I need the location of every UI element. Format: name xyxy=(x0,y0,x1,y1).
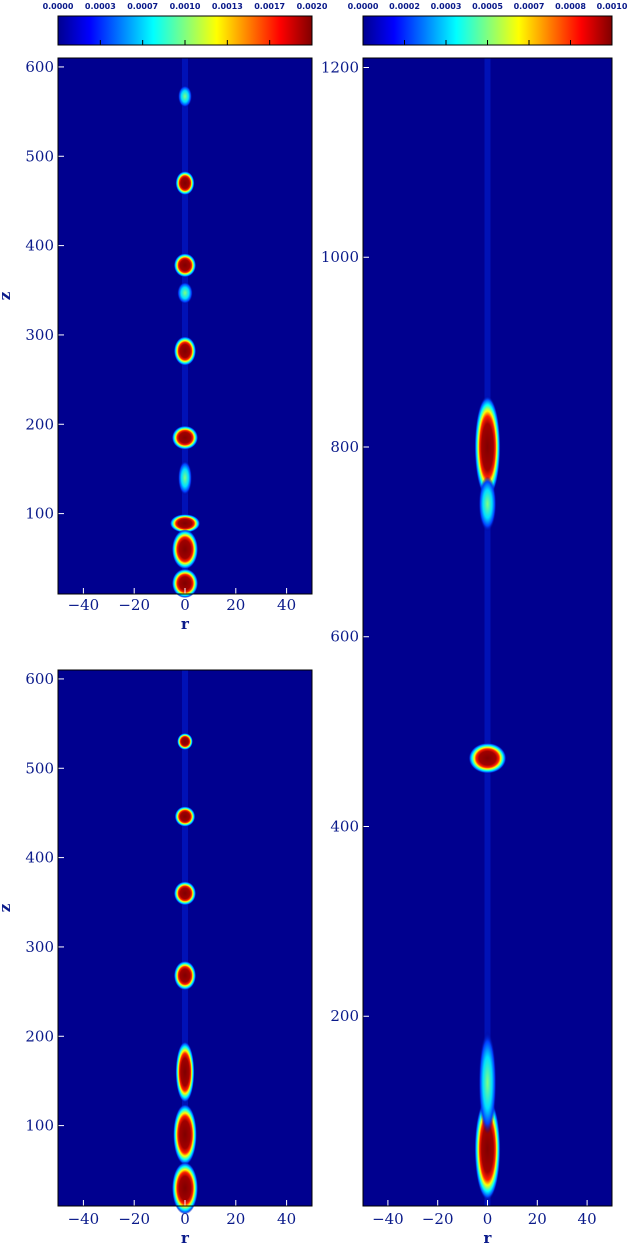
x-tick-label: 20 xyxy=(226,1210,245,1228)
heatmap-blob xyxy=(175,1041,195,1103)
heatmap-blob xyxy=(468,742,507,774)
colorbar-tick-label: 0.0003 xyxy=(85,2,116,11)
y-axis-label: z xyxy=(0,291,14,300)
colorbar-tick-label: 0.0000 xyxy=(43,2,74,11)
y-tick-label: 600 xyxy=(25,670,54,688)
colorbar-tick-label: 0.0003 xyxy=(431,2,462,11)
heatmap-blob xyxy=(177,733,193,750)
x-axis-label: r xyxy=(181,615,190,633)
heatmap-blob xyxy=(177,281,193,305)
heatmap-blob xyxy=(171,568,199,599)
jet-axis-glow xyxy=(181,670,189,1206)
y-tick-label: 800 xyxy=(330,438,359,456)
x-axis-label: r xyxy=(484,1229,493,1247)
y-tick-label: 100 xyxy=(25,505,54,523)
y-tick-label: 600 xyxy=(25,58,54,76)
heatmap-blob xyxy=(474,1097,501,1201)
colorbar-tick-label: 0.0017 xyxy=(254,2,285,11)
x-tick-label: −40 xyxy=(372,1210,404,1228)
heatmap-blob xyxy=(169,514,201,533)
panel-frame xyxy=(57,57,313,595)
y-tick-label: 300 xyxy=(25,326,54,344)
colorbar-tick-label: 0.0020 xyxy=(297,2,328,11)
heatmap-blob xyxy=(171,1161,199,1215)
jet-axis-glow xyxy=(484,58,491,1206)
colorbar-tick-label: 0.0013 xyxy=(212,2,243,11)
heatmap-blob xyxy=(173,881,197,906)
y-tick-label: 400 xyxy=(25,237,54,255)
heatmap-blob xyxy=(173,960,197,991)
heatmap-blob xyxy=(173,253,197,278)
y-tick-label: 200 xyxy=(330,1007,359,1025)
y-tick-label: 400 xyxy=(25,849,54,867)
colorbar-tick-label: 0.0007 xyxy=(514,2,545,11)
y-tick-label: 500 xyxy=(25,759,54,777)
heatmap-panel-1 xyxy=(58,58,312,594)
x-tick-label: 40 xyxy=(277,596,296,614)
colorbar-tick-label: 0.0005 xyxy=(472,2,503,11)
x-tick-label: −40 xyxy=(68,1210,100,1228)
x-tick-label: 0 xyxy=(180,1210,190,1228)
colorbar-tick-label: 0.0010 xyxy=(597,2,628,11)
heatmap-blob xyxy=(177,460,193,496)
x-tick-label: −20 xyxy=(118,1210,150,1228)
colorbar-tick-label: 0.0010 xyxy=(170,2,201,11)
y-tick-label: 200 xyxy=(25,1027,54,1045)
heatmap-blob xyxy=(173,336,197,366)
y-tick-label: 400 xyxy=(330,817,359,835)
heatmap-blob xyxy=(478,1031,497,1135)
heatmap-panel-3 xyxy=(363,58,612,1206)
heatmap-blob xyxy=(478,476,497,532)
colorbar-tick-label: 0.0000 xyxy=(348,2,379,11)
x-tick-label: −20 xyxy=(422,1210,454,1228)
y-tick-label: 200 xyxy=(25,415,54,433)
panel-frame xyxy=(57,669,313,1207)
colorbar-tick-label: 0.0002 xyxy=(389,2,420,11)
x-tick-label: −40 xyxy=(68,596,100,614)
x-tick-label: 40 xyxy=(578,1210,597,1228)
y-tick-label: 1200 xyxy=(321,58,359,76)
panel-frame xyxy=(362,57,613,1207)
heatmap-blob xyxy=(474,395,501,499)
y-tick-label: 300 xyxy=(25,938,54,956)
heatmap-blob xyxy=(174,806,196,827)
heatmap-blob xyxy=(175,171,195,196)
x-tick-label: −20 xyxy=(118,596,150,614)
y-tick-label: 500 xyxy=(25,147,54,165)
heatmap-blob xyxy=(171,529,199,570)
heatmap-blob xyxy=(171,425,199,450)
x-tick-label: 40 xyxy=(277,1210,296,1228)
x-axis-label: r xyxy=(181,1229,190,1247)
y-tick-label: 100 xyxy=(25,1117,54,1135)
heatmap-blob xyxy=(173,1103,197,1166)
y-axis-label: z xyxy=(0,903,14,912)
y-tick-label: 600 xyxy=(330,628,359,646)
x-tick-label: 20 xyxy=(528,1210,547,1228)
colorbar-tick-label: 0.0007 xyxy=(127,2,158,11)
jet-axis-glow xyxy=(181,58,189,594)
colorbar-tick-label: 0.0008 xyxy=(555,2,586,11)
x-tick-label: 20 xyxy=(226,596,245,614)
x-tick-label: 0 xyxy=(483,1210,493,1228)
x-tick-label: 0 xyxy=(180,596,190,614)
y-tick-label: 1000 xyxy=(321,248,359,266)
heatmap-blob xyxy=(177,85,193,108)
